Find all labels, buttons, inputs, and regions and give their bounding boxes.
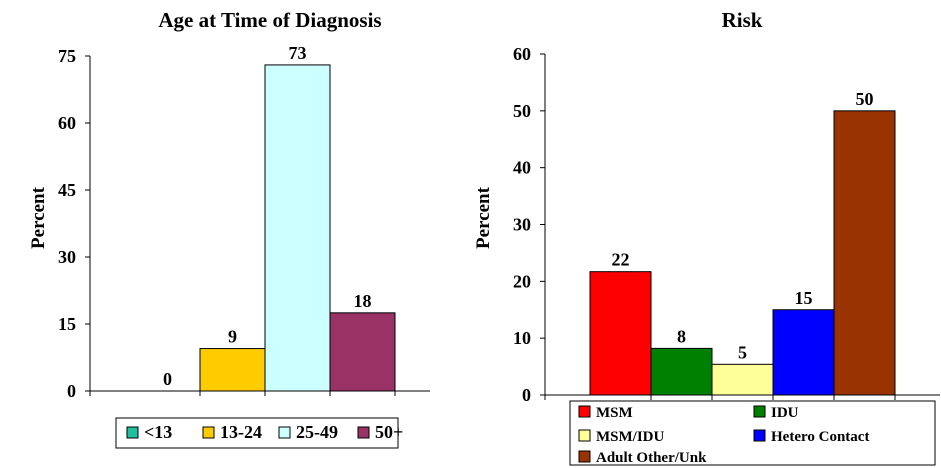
- risk-legend-label-3: Hetero Contact: [771, 429, 869, 445]
- risk-bar-4: [833, 110, 896, 396]
- risk-data-label-1: 8: [677, 326, 686, 346]
- risk-y-axis-label: Percent: [473, 186, 494, 249]
- risk-data-label-2: 5: [738, 342, 747, 362]
- risk-legend-swatch-2: [578, 429, 591, 442]
- risk-legend-label-4: Adult Other/Unk: [596, 450, 707, 466]
- risk-legend-label-2: MSM/IDU: [596, 429, 664, 445]
- risk-bar-2: [711, 363, 774, 396]
- risk-legend: MSM IDU MSM/IDU Hetero Contact Adult Other/U…: [569, 400, 936, 466]
- age-legend-box: [115, 417, 399, 449]
- risk-data-label-0: 22: [612, 250, 630, 270]
- risk-y-tick-label: 40: [513, 158, 531, 178]
- risk-axes: 0 10 20 30 40 50 60: [513, 44, 940, 405]
- age-data-label-0: 0: [163, 369, 172, 389]
- age-legend-label-1: 13-24: [220, 422, 262, 442]
- age-legend-label-3: 50+: [375, 422, 403, 442]
- risk-chart-title: Risk: [722, 8, 763, 32]
- risk-data-label-4: 50: [856, 89, 874, 109]
- age-chart-title: Age at Time of Diagnosis: [158, 8, 381, 32]
- risk-legend-label-0: MSM: [596, 405, 633, 421]
- risk-y-tick-label: 30: [513, 215, 531, 235]
- age-y-tick-label: 45: [58, 180, 76, 200]
- risk-data-label-3: 15: [795, 288, 813, 308]
- age-legend-swatch-2: [278, 426, 291, 439]
- risk-legend-box: [569, 400, 936, 466]
- risk-legend-swatch-4: [578, 450, 591, 463]
- age-y-tick-label: 15: [58, 314, 76, 334]
- age-legend-swatch-0: [126, 426, 139, 439]
- risk-legend-swatch-0: [578, 405, 591, 418]
- risk-y-tick-label: 0: [522, 385, 531, 405]
- age-chart: Age at Time of Diagnosis Percent 0 15 30 45…: [28, 8, 430, 449]
- age-y-tick-label: 60: [58, 113, 76, 133]
- age-bar-3: [329, 312, 396, 392]
- age-y-tick-label: 75: [58, 46, 76, 66]
- risk-bars: 22 8 5 15 50: [589, 89, 896, 396]
- age-bar-2: [264, 64, 331, 392]
- age-legend-swatch-3: [357, 426, 370, 439]
- age-axes: 0 15 30 45 60 75: [58, 46, 430, 401]
- risk-bar-3: [772, 309, 835, 396]
- age-bar-1: [199, 348, 266, 392]
- risk-y-tick-label: 50: [513, 101, 531, 121]
- age-bars: 0 9 73 18: [163, 43, 396, 392]
- age-legend-label-2: 25-49: [296, 422, 338, 442]
- risk-y-tick-label: 10: [513, 328, 531, 348]
- age-legend-label-0: <13: [144, 422, 172, 442]
- risk-chart: Risk Percent 0 10 20 30 40 50 60 22 8 5 15 50 MSM I…: [473, 8, 940, 466]
- risk-bar-0: [589, 271, 652, 396]
- risk-legend-swatch-3: [753, 429, 766, 442]
- age-y-axis-label: Percent: [28, 186, 49, 249]
- risk-legend-label-1: IDU: [771, 405, 799, 421]
- age-data-label-1: 9: [228, 327, 237, 347]
- age-data-label-3: 18: [354, 291, 372, 311]
- risk-y-tick-label: 60: [513, 44, 531, 64]
- risk-y-tick-label: 20: [513, 271, 531, 291]
- age-y-tick-label: 30: [58, 247, 76, 267]
- age-data-label-2: 73: [289, 43, 307, 63]
- risk-legend-swatch-1: [753, 405, 766, 418]
- risk-bar-1: [650, 347, 713, 396]
- age-legend: <13 13-24 25-49 50+: [115, 417, 403, 449]
- age-legend-swatch-1: [202, 426, 215, 439]
- age-y-tick-label: 0: [67, 381, 76, 401]
